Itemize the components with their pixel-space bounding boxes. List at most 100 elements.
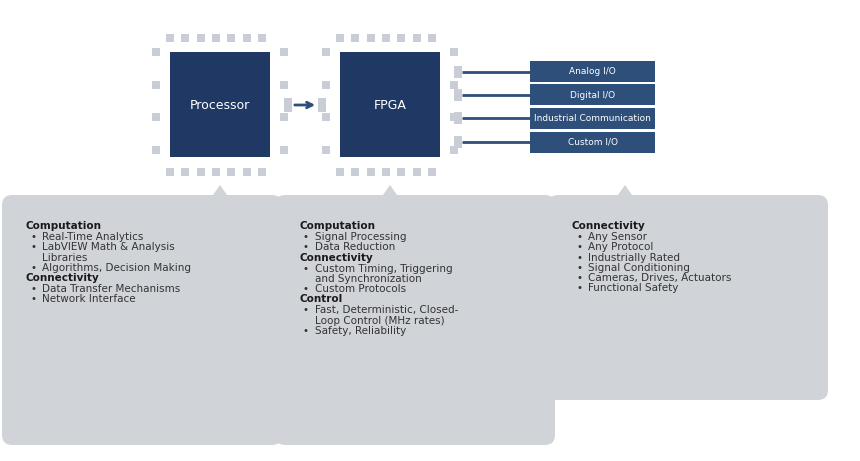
Bar bbox=[454, 136, 462, 148]
Bar bbox=[352, 35, 359, 42]
Text: Cameras, Drives, Actuators: Cameras, Drives, Actuators bbox=[588, 273, 731, 283]
Text: •: • bbox=[576, 283, 582, 293]
Text: •: • bbox=[303, 242, 309, 252]
Bar bbox=[166, 35, 174, 42]
Polygon shape bbox=[206, 185, 234, 205]
Text: •: • bbox=[303, 305, 309, 315]
Text: •: • bbox=[303, 232, 309, 242]
Text: Processor: Processor bbox=[190, 99, 250, 112]
Text: •: • bbox=[303, 264, 309, 274]
Bar bbox=[152, 48, 160, 57]
Bar bbox=[336, 167, 344, 176]
FancyBboxPatch shape bbox=[275, 195, 555, 445]
Text: Custom Protocols: Custom Protocols bbox=[315, 284, 406, 294]
Text: Connectivity: Connectivity bbox=[299, 253, 372, 262]
Text: •: • bbox=[30, 232, 36, 242]
Bar bbox=[450, 146, 458, 154]
Text: •: • bbox=[576, 263, 582, 272]
Bar bbox=[454, 89, 462, 101]
Bar bbox=[152, 146, 160, 154]
Bar bbox=[166, 167, 174, 176]
Bar bbox=[280, 113, 288, 121]
Bar bbox=[454, 112, 462, 124]
Bar bbox=[428, 167, 436, 176]
Bar bbox=[450, 81, 458, 89]
Bar bbox=[280, 48, 288, 57]
Bar bbox=[413, 167, 421, 176]
Bar bbox=[197, 167, 205, 176]
Text: FPGA: FPGA bbox=[373, 99, 407, 112]
Bar bbox=[322, 113, 330, 121]
Bar bbox=[322, 146, 330, 154]
Text: •: • bbox=[30, 294, 36, 304]
Text: Algorithms, Decision Making: Algorithms, Decision Making bbox=[42, 263, 191, 272]
Bar bbox=[530, 61, 655, 83]
Bar bbox=[284, 98, 292, 112]
Bar bbox=[181, 167, 189, 176]
Bar bbox=[366, 167, 375, 176]
Bar bbox=[450, 48, 458, 57]
Text: Analog I/O: Analog I/O bbox=[569, 67, 616, 77]
Bar bbox=[181, 35, 189, 42]
Polygon shape bbox=[611, 185, 639, 205]
Bar bbox=[152, 113, 160, 121]
Text: Custom I/O: Custom I/O bbox=[568, 137, 617, 147]
Text: •: • bbox=[576, 253, 582, 262]
Bar bbox=[397, 35, 405, 42]
Text: Industrial Communication: Industrial Communication bbox=[534, 113, 651, 123]
Text: Signal Processing: Signal Processing bbox=[315, 232, 407, 242]
Text: Safety, Reliability: Safety, Reliability bbox=[315, 325, 406, 336]
Text: Real-Time Analytics: Real-Time Analytics bbox=[42, 232, 144, 242]
Bar bbox=[340, 53, 440, 158]
Text: Functional Safety: Functional Safety bbox=[588, 283, 679, 293]
Text: Network Interface: Network Interface bbox=[42, 294, 136, 304]
Bar bbox=[413, 35, 421, 42]
Bar bbox=[152, 81, 160, 89]
Text: and Synchronization: and Synchronization bbox=[315, 274, 421, 284]
Bar bbox=[227, 35, 236, 42]
Text: •: • bbox=[30, 263, 36, 272]
Text: •: • bbox=[303, 325, 309, 336]
Text: Signal Conditioning: Signal Conditioning bbox=[588, 263, 690, 272]
Bar bbox=[428, 35, 436, 42]
Text: Data Transfer Mechanisms: Data Transfer Mechanisms bbox=[42, 284, 181, 294]
FancyBboxPatch shape bbox=[2, 195, 282, 445]
Bar bbox=[382, 35, 390, 42]
Text: •: • bbox=[30, 284, 36, 294]
Bar bbox=[227, 167, 236, 176]
Text: •: • bbox=[576, 242, 582, 252]
Bar bbox=[450, 113, 458, 121]
Text: Fast, Deterministic, Closed-: Fast, Deterministic, Closed- bbox=[315, 305, 458, 315]
Text: Any Protocol: Any Protocol bbox=[588, 242, 654, 252]
Text: Data Reduction: Data Reduction bbox=[315, 242, 396, 252]
Text: Any Sensor: Any Sensor bbox=[588, 232, 647, 242]
Bar bbox=[243, 35, 250, 42]
Text: Computation: Computation bbox=[299, 221, 375, 231]
Bar bbox=[212, 35, 220, 42]
Text: Connectivity: Connectivity bbox=[572, 221, 646, 231]
Bar bbox=[212, 167, 220, 176]
Text: •: • bbox=[576, 273, 582, 283]
Text: Custom Timing, Triggering: Custom Timing, Triggering bbox=[315, 264, 452, 274]
Bar bbox=[530, 84, 655, 106]
Text: Connectivity: Connectivity bbox=[26, 273, 100, 283]
Bar bbox=[454, 66, 462, 78]
Bar bbox=[530, 131, 655, 153]
Bar bbox=[280, 81, 288, 89]
Text: •: • bbox=[303, 284, 309, 294]
Bar bbox=[366, 35, 375, 42]
Text: Libraries: Libraries bbox=[42, 253, 88, 262]
Bar bbox=[322, 48, 330, 57]
Bar bbox=[397, 167, 405, 176]
Bar bbox=[322, 81, 330, 89]
Text: •: • bbox=[576, 232, 582, 242]
Bar bbox=[258, 35, 266, 42]
Polygon shape bbox=[376, 185, 404, 205]
Bar bbox=[336, 35, 344, 42]
Text: LabVIEW Math & Analysis: LabVIEW Math & Analysis bbox=[42, 242, 175, 252]
Bar bbox=[352, 167, 359, 176]
Bar bbox=[318, 98, 326, 112]
Bar bbox=[258, 167, 266, 176]
Text: Computation: Computation bbox=[26, 221, 102, 231]
Bar bbox=[243, 167, 250, 176]
